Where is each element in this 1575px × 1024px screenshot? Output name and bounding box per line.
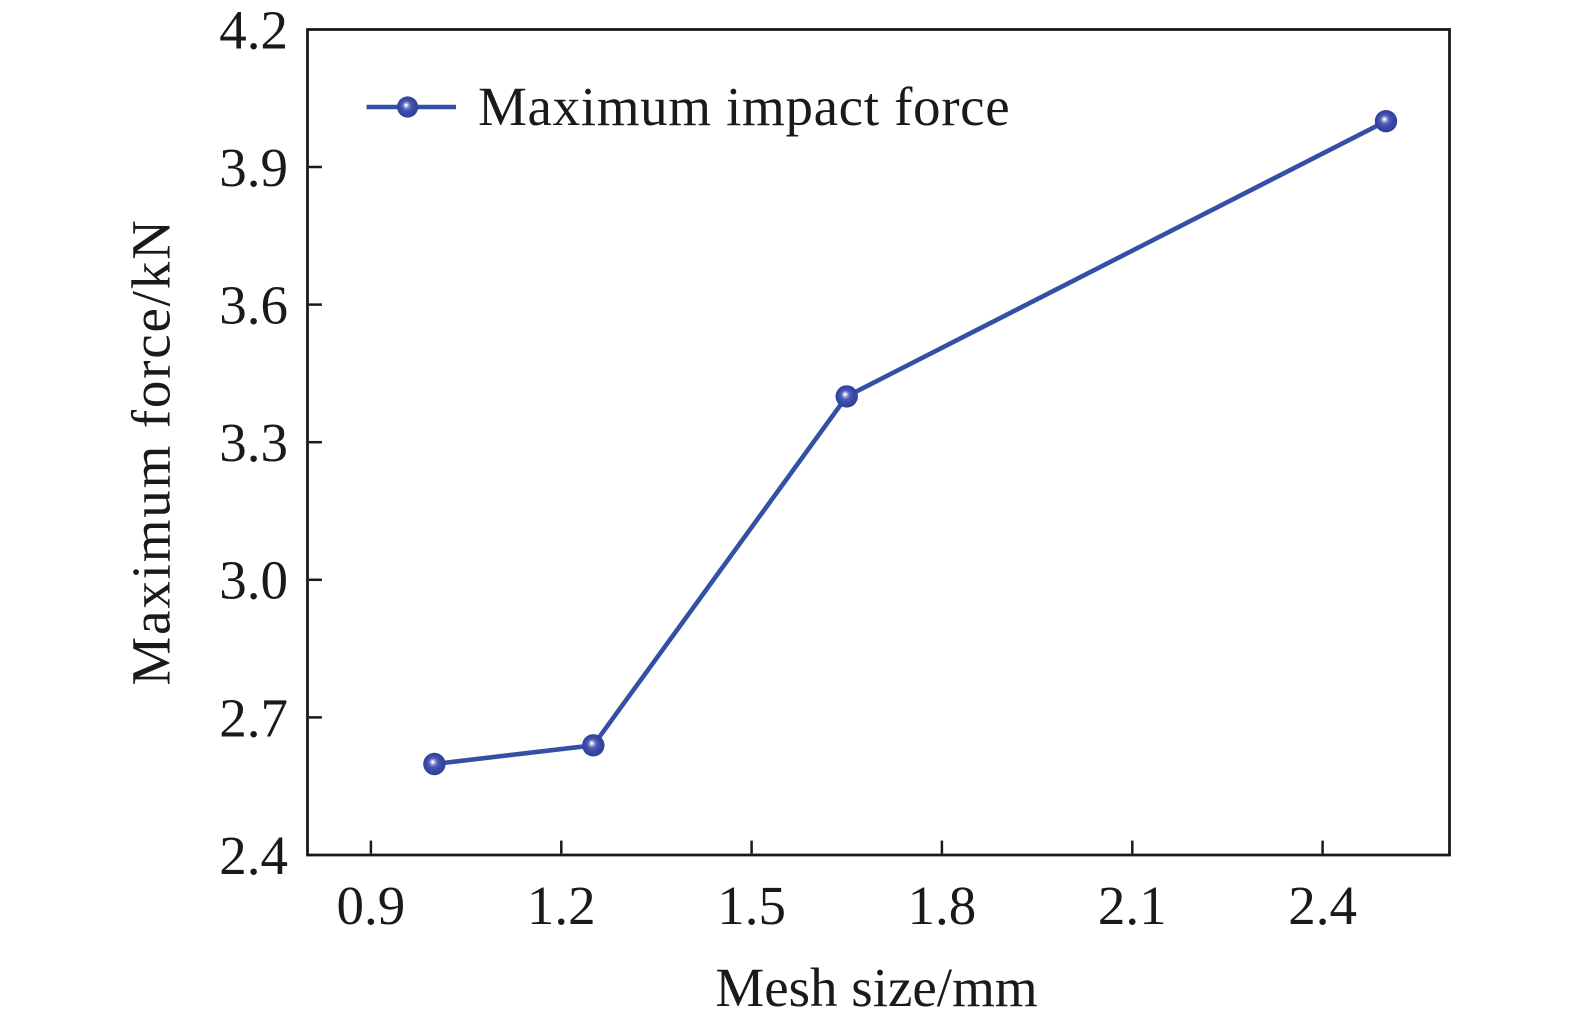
svg-text:Maximum impact force: Maximum impact force <box>478 76 1010 137</box>
svg-text:1.5: 1.5 <box>717 875 786 936</box>
svg-text:3.9: 3.9 <box>219 137 288 198</box>
svg-text:4.2: 4.2 <box>219 0 288 60</box>
svg-text:3.6: 3.6 <box>219 275 288 336</box>
svg-text:0.9: 0.9 <box>337 875 406 936</box>
svg-text:2.4: 2.4 <box>1288 875 1357 936</box>
svg-text:Maximum force/kN: Maximum force/kN <box>121 218 182 685</box>
svg-text:2.1: 2.1 <box>1098 875 1167 936</box>
svg-text:2.4: 2.4 <box>219 825 288 886</box>
svg-text:3.3: 3.3 <box>219 412 288 473</box>
svg-text:2.7: 2.7 <box>219 687 288 748</box>
svg-text:3.0: 3.0 <box>219 550 288 611</box>
svg-text:1.8: 1.8 <box>908 875 977 936</box>
svg-text:Mesh size/mm: Mesh size/mm <box>715 957 1037 1018</box>
svg-text:1.2: 1.2 <box>527 875 596 936</box>
